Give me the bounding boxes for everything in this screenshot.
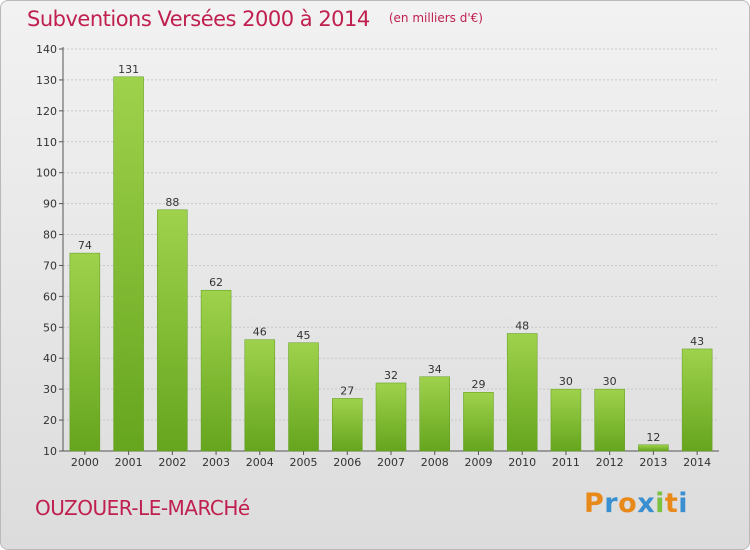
x-tick-label: 2008 (421, 456, 449, 469)
x-tick-label: 2006 (333, 456, 361, 469)
logo-letter: i (678, 488, 689, 519)
x-tick-label: 2003 (202, 456, 230, 469)
bar-value-label: 30 (559, 375, 573, 388)
x-tick-label: 2000 (71, 456, 99, 469)
bar-value-label: 74 (78, 239, 92, 252)
chart-subtitle: (en milliers d'€) (388, 11, 483, 25)
y-tick-label: 40 (43, 352, 57, 365)
bar (200, 289, 232, 452)
bar-value-label: 43 (690, 335, 704, 348)
x-tick-label: 2004 (246, 456, 274, 469)
bar (681, 348, 713, 452)
y-tick-label: 10 (43, 445, 57, 458)
x-tick-label: 2012 (596, 456, 624, 469)
logo-letter: t (664, 488, 679, 519)
bar-value-label: 34 (428, 363, 442, 376)
bar (113, 76, 144, 452)
y-tick-label: 90 (43, 198, 57, 211)
x-tick-label: 2005 (290, 456, 318, 469)
bar (157, 209, 188, 452)
y-tick-label: 70 (43, 259, 57, 272)
logo-letter: x (637, 488, 656, 519)
bar (69, 252, 101, 452)
x-tick-label: 2011 (552, 456, 580, 469)
bar (463, 391, 494, 452)
x-tick-label: 2002 (158, 456, 186, 469)
bar (638, 444, 669, 452)
bar-value-label: 46 (253, 326, 267, 339)
y-tick-label: 110 (36, 136, 57, 149)
bar-value-label: 27 (340, 384, 354, 397)
logo-letter: i (655, 488, 665, 519)
commune-name: OUZOUER-LE-MARCHé (35, 496, 250, 520)
y-tick-label: 100 (36, 167, 57, 180)
x-tick-label: 2013 (639, 456, 667, 469)
x-tick-label: 2014 (683, 456, 711, 469)
logo-letter: r (604, 488, 619, 519)
bar-value-label: 29 (471, 378, 485, 391)
y-tick-label: 60 (43, 290, 57, 303)
bar-value-label: 30 (603, 375, 617, 388)
bar-value-label: 88 (165, 196, 179, 209)
bar (332, 398, 363, 452)
x-tick-label: 2007 (377, 456, 405, 469)
bar-value-label: 12 (646, 431, 660, 444)
y-tick-label: 30 (43, 383, 57, 396)
bar (288, 342, 319, 452)
bar-value-label: 48 (515, 319, 529, 332)
y-tick-label: 130 (36, 74, 57, 87)
x-tick-label: 2009 (464, 456, 492, 469)
bar-value-label: 32 (384, 369, 398, 382)
bar-value-label: 62 (209, 276, 223, 289)
y-tick-label: 50 (43, 321, 57, 334)
y-tick-label: 140 (36, 43, 57, 56)
bar (506, 333, 538, 452)
chart-title: Subventions Versées 2000 à 2014 (27, 7, 370, 31)
bar-value-label: 45 (297, 329, 311, 342)
bar-value-label: 131 (118, 63, 139, 76)
bar (244, 339, 276, 452)
logo-letter: o (618, 488, 638, 519)
x-tick-label: 2010 (508, 456, 536, 469)
y-tick-label: 80 (43, 229, 57, 242)
x-tick-label: 2001 (115, 456, 143, 469)
logo-letter: P (584, 488, 605, 519)
title-row: Subventions Versées 2000 à 2014 (en mill… (27, 7, 483, 31)
bar (550, 388, 582, 452)
bar (419, 376, 450, 452)
bar (375, 382, 407, 452)
bar (594, 388, 625, 452)
y-tick-label: 20 (43, 414, 57, 427)
y-tick-label: 120 (36, 105, 57, 118)
proxiti-logo: Proxiti (584, 488, 688, 519)
